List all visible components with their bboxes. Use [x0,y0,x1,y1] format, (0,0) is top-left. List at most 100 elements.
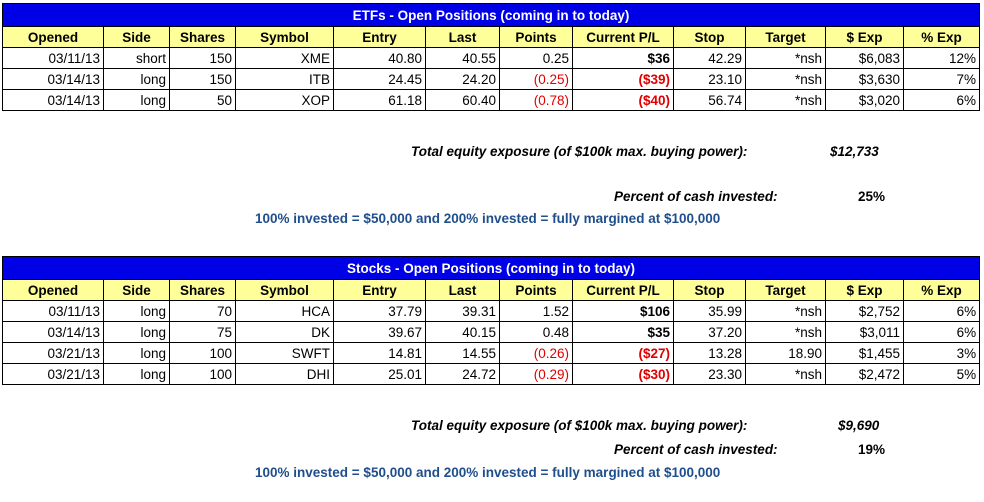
cell-shares: 150 [169,47,236,69]
cell-dollar-exp: $3,020 [825,89,904,111]
cell-side: long [103,89,170,111]
stock-table-title: Stocks - Open Positions (coming in to to… [1,256,981,280]
table-row: 03/21/13 long 100 SWFT 14.81 14.55 (0.26) ($27)… [2,342,981,364]
cell-stop: 23.30 [673,363,746,385]
col-header-last: Last [425,279,500,301]
etf-positions-table: ETFs - Open Positions (coming in to toda… [1,3,981,111]
cell-side: long [103,342,170,364]
col-header-dollar-exp: $ Exp [825,279,904,301]
cell-side: short [103,47,170,69]
cell-pct-exp: 5% [902,363,981,385]
cell-stop: 23.10 [673,68,746,90]
cell-side: long [103,300,170,322]
cell-target: *nsh [745,321,826,343]
col-header-current-pl: Current P/L [572,26,674,48]
cell-side: long [103,321,170,343]
cell-target: *nsh [745,363,826,385]
col-header-symbol: Symbol [235,26,334,48]
col-header-opened: Opened [2,26,104,48]
col-header-entry: Entry [333,26,426,48]
table-row: 03/11/13 short 150 XME 40.80 40.55 0.25 $36 42.2… [2,47,981,69]
cell-symbol: XOP [235,89,334,111]
cell-symbol: DK [235,321,334,343]
cell-dollar-exp: $3,011 [825,321,904,343]
cell-dollar-exp: $3,630 [825,68,904,90]
cell-last: 24.20 [425,68,500,90]
cell-points: (0.29) [499,363,573,385]
col-header-dollar-exp: $ Exp [825,26,904,48]
cell-dollar-exp: $6,083 [825,47,904,69]
cell-target: *nsh [745,47,826,69]
cell-opened: 03/14/13 [2,68,104,90]
cell-entry: 25.01 [333,363,426,385]
etf-percent-invested-label: Percent of cash invested: [614,189,778,204]
col-header-pct-exp: % Exp [902,26,981,48]
cell-side: long [103,68,170,90]
cell-last: 39.31 [425,300,500,322]
cell-last: 40.15 [425,321,500,343]
cell-opened: 03/11/13 [2,47,104,69]
stock-total-exposure-label: Total equity exposure (of $100k max. buy… [411,418,748,433]
etf-header-row: Opened Side Shares Symbol Entry Last Poi… [2,26,981,48]
cell-current-pl: ($39) [572,68,674,90]
stock-positions-table: Stocks - Open Positions (coming in to to… [1,256,981,385]
table-row: 03/14/13 long 50 XOP 61.18 60.40 (0.78) ($40) 56… [2,89,981,111]
cell-dollar-exp: $2,752 [825,300,904,322]
cell-last: 14.55 [425,342,500,364]
col-header-stop: Stop [673,26,746,48]
cell-target: 18.90 [745,342,826,364]
cell-symbol: DHI [235,363,334,385]
cell-symbol: XME [235,47,334,69]
cell-target: *nsh [745,300,826,322]
cell-target: *nsh [745,68,826,90]
cell-pct-exp: 3% [902,342,981,364]
cell-dollar-exp: $1,455 [825,342,904,364]
cell-points: (0.78) [499,89,573,111]
cell-entry: 37.79 [333,300,426,322]
cell-stop: 56.74 [673,89,746,111]
stock-percent-invested-value: 19% [858,442,886,457]
table-row: 03/14/13 long 75 DK 39.67 40.15 0.48 $35 37.20 *n… [2,321,981,343]
stock-percent-invested-label: Percent of cash invested: [614,442,778,457]
cell-pct-exp: 12% [902,47,981,69]
col-header-current-pl: Current P/L [572,279,674,301]
cell-points: 1.52 [499,300,573,322]
cell-points: 0.48 [499,321,573,343]
col-header-shares: Shares [169,279,236,301]
stock-total-exposure-value: $9,690 [838,418,880,433]
cell-pct-exp: 6% [902,89,981,111]
cell-target: *nsh [745,89,826,111]
cell-shares: 100 [169,342,236,364]
cell-side: long [103,363,170,385]
col-header-opened: Opened [2,279,104,301]
cell-current-pl: ($40) [572,89,674,111]
col-header-target: Target [745,279,826,301]
cell-symbol: SWFT [235,342,334,364]
etf-margin-note: 100% invested = $50,000 and 200% investe… [255,211,721,226]
stock-margin-note: 100% invested = $50,000 and 200% investe… [255,465,721,480]
cell-current-pl: ($30) [572,363,674,385]
etf-total-exposure-value: $12,733 [830,144,879,159]
cell-dollar-exp: $2,472 [825,363,904,385]
cell-current-pl: ($27) [572,342,674,364]
etf-table-title: ETFs - Open Positions (coming in to toda… [1,3,981,27]
cell-shares: 75 [169,321,236,343]
cell-points: (0.26) [499,342,573,364]
cell-symbol: HCA [235,300,334,322]
cell-opened: 03/11/13 [2,300,104,322]
cell-stop: 37.20 [673,321,746,343]
cell-current-pl: $35 [572,321,674,343]
cell-current-pl: $36 [572,47,674,69]
col-header-stop: Stop [673,279,746,301]
cell-stop: 35.99 [673,300,746,322]
cell-entry: 39.67 [333,321,426,343]
table-row: 03/14/13 long 150 ITB 24.45 24.20 (0.25) ($39) 2… [2,68,981,90]
cell-entry: 14.81 [333,342,426,364]
col-header-last: Last [425,26,500,48]
cell-pct-exp: 6% [902,321,981,343]
cell-entry: 40.80 [333,47,426,69]
cell-pct-exp: 6% [902,300,981,322]
cell-shares: 70 [169,300,236,322]
cell-stop: 13.28 [673,342,746,364]
cell-opened: 03/14/13 [2,321,104,343]
